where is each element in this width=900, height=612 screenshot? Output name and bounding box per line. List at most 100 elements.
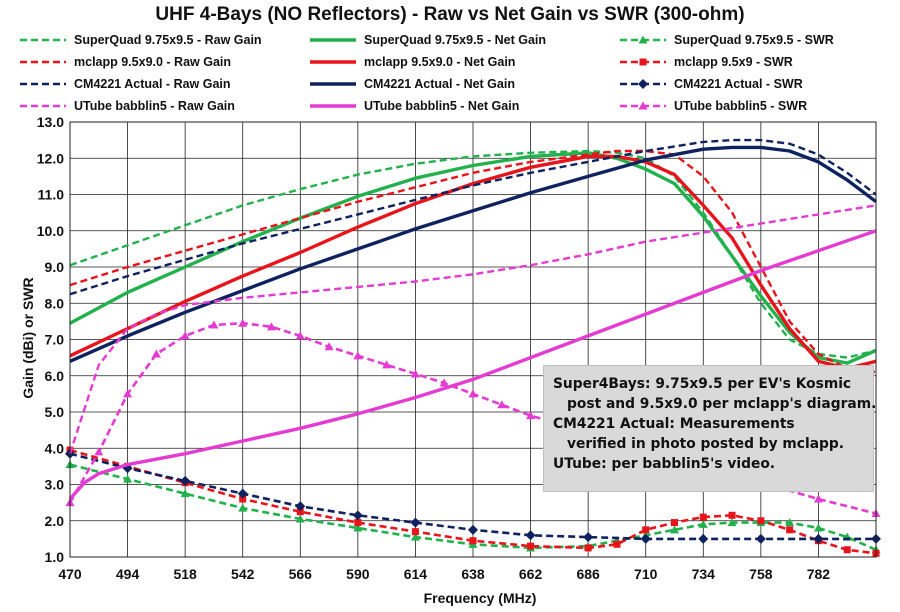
legend-swatch: [310, 82, 356, 86]
legend-swatch: [20, 82, 66, 86]
data-point: [439, 378, 449, 387]
legend-item: CM4221 Actual - SWR: [618, 74, 803, 94]
annotation-line-3: CM4221 Actual: Measurements: [553, 416, 795, 432]
legend-swatch-marker: [638, 101, 648, 110]
data-point: [410, 517, 421, 528]
y-tick-label: 8.0: [45, 295, 65, 311]
data-point: [468, 524, 478, 535]
series-cm4221-actual-swr: [65, 448, 881, 544]
data-point: [123, 389, 133, 398]
legend-swatch: [310, 38, 356, 42]
legend-swatch: [620, 101, 666, 110]
data-point: [613, 540, 621, 548]
series-line: [69, 145, 878, 363]
series-mclapp-9-5x9-0-net-gain: [69, 154, 877, 371]
data-point: [813, 533, 824, 544]
data-point: [354, 519, 362, 527]
data-point: [786, 526, 794, 534]
x-tick-label: 470: [58, 566, 82, 582]
y-tick-label: 11.0: [38, 187, 65, 203]
data-point: [410, 369, 420, 378]
legend-item: UTube babblin5 - SWR: [618, 96, 807, 116]
legend-label: UTube babblin5 - Net Gain: [364, 99, 520, 113]
data-point: [671, 519, 678, 527]
legend-swatch-marker: [639, 58, 647, 66]
x-tick-label: 566: [289, 566, 313, 582]
y-axis-label: Gain (dBi) or SWR: [20, 277, 36, 399]
legend-label: CM4221 Actual - Net Gain: [364, 77, 515, 91]
legend-item: mclapp 9.5x9.0 - Raw Gain: [18, 52, 231, 72]
y-tick-label: 1.0: [45, 549, 65, 565]
legend-label: SuperQuad 9.75x9.5 - Net Gain: [364, 33, 547, 47]
data-point: [469, 537, 477, 545]
legend-label: CM4221 Actual - Raw Gain: [74, 77, 231, 91]
x-tick-label: 710: [634, 566, 658, 582]
legend-label: mclapp 9.5x9.0 - Raw Gain: [74, 55, 232, 69]
data-point: [410, 532, 420, 541]
series-utube-babblin5-raw-gain: [68, 204, 877, 455]
series-cm4221-actual-net-gain: [69, 145, 878, 363]
series-mclapp-9-5x9-0-raw-gain: [69, 149, 877, 374]
data-point: [526, 411, 536, 420]
annotation-line-1: Super4Bays: 9.75x9.5 per EV's Kosmic: [553, 376, 852, 392]
axes: 1.0 2.0 3.0 4.0 5.0 6.0 7.0 8.0 9.0 10.0 11.0 12.0 1…: [37, 114, 877, 582]
data-point: [239, 495, 247, 503]
data-point: [468, 389, 478, 398]
x-tick-label: 758: [749, 566, 773, 582]
x-tick-label: 734: [692, 566, 716, 582]
series-line: [68, 204, 877, 455]
x-tick-label: 638: [461, 566, 485, 582]
legend-label: mclapp 9.5x9.0 - Net Gain: [364, 55, 516, 69]
data-point: [527, 542, 535, 550]
data-point: [123, 474, 133, 483]
data-point: [698, 533, 709, 544]
data-point: [785, 518, 795, 527]
data-point: [180, 331, 190, 340]
y-tick-label: 3.0: [45, 477, 65, 493]
data-point: [525, 530, 536, 541]
data-point: [670, 525, 679, 534]
annotation-box: Super4Bays: 9.75x9.5 per EV's Kosmic pos…: [543, 365, 877, 492]
data-point: [353, 523, 363, 532]
series-line: [69, 448, 877, 555]
legend-label: UTube babblin5 - SWR: [674, 99, 808, 113]
legend-swatch: [620, 58, 666, 66]
legend-label: SuperQuad 9.75x9.5 - Raw Gain: [74, 33, 262, 47]
data-point: [267, 322, 276, 331]
data-point: [180, 489, 190, 498]
y-tick-label: 5.0: [45, 404, 65, 420]
x-tick-label: 518: [173, 566, 197, 582]
annotation-line-2: post and 9.5x9.0 per mclapp's diagram.: [567, 396, 877, 412]
annotation-line-5: UTube: per babblin5's video.: [553, 456, 776, 472]
data-point: [584, 544, 592, 552]
data-point: [382, 360, 392, 369]
series-line: [69, 138, 877, 296]
data-point: [497, 400, 507, 409]
legend-item: mclapp 9.5x9 - SWR: [618, 52, 793, 72]
data-point: [296, 508, 304, 516]
data-point: [757, 517, 765, 525]
y-tick-label: 12.0: [37, 150, 64, 166]
series-cm4221-actual-raw-gain: [69, 138, 877, 296]
legend-label: SuperQuad 9.75x9.5 - SWR: [674, 33, 834, 47]
data-point: [324, 342, 334, 351]
data-point: [755, 533, 766, 544]
chart-title: UHF 4-Bays (NO Reflectors) - Raw vs Net …: [155, 4, 745, 25]
data-point: [352, 510, 363, 521]
data-point: [209, 320, 219, 329]
data-point: [94, 447, 104, 456]
data-point: [238, 503, 248, 512]
data-point: [642, 526, 650, 534]
series-superquad-9-75x9-5-raw-gain: [69, 149, 877, 359]
legend-swatch-marker: [638, 79, 648, 89]
legend-label: CM4221 Actual - SWR: [674, 77, 803, 91]
legend-swatch: [620, 35, 666, 44]
series-line: [69, 149, 877, 374]
data-point: [151, 349, 161, 358]
data-point: [237, 488, 248, 499]
legend-label: mclapp 9.5x9 - SWR: [674, 55, 793, 69]
data-point: [411, 528, 419, 536]
data-point: [180, 475, 191, 486]
x-tick-label: 686: [576, 566, 600, 582]
